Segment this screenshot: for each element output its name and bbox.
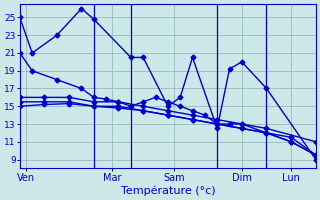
X-axis label: Température (°c): Température (°c) [121,185,215,196]
